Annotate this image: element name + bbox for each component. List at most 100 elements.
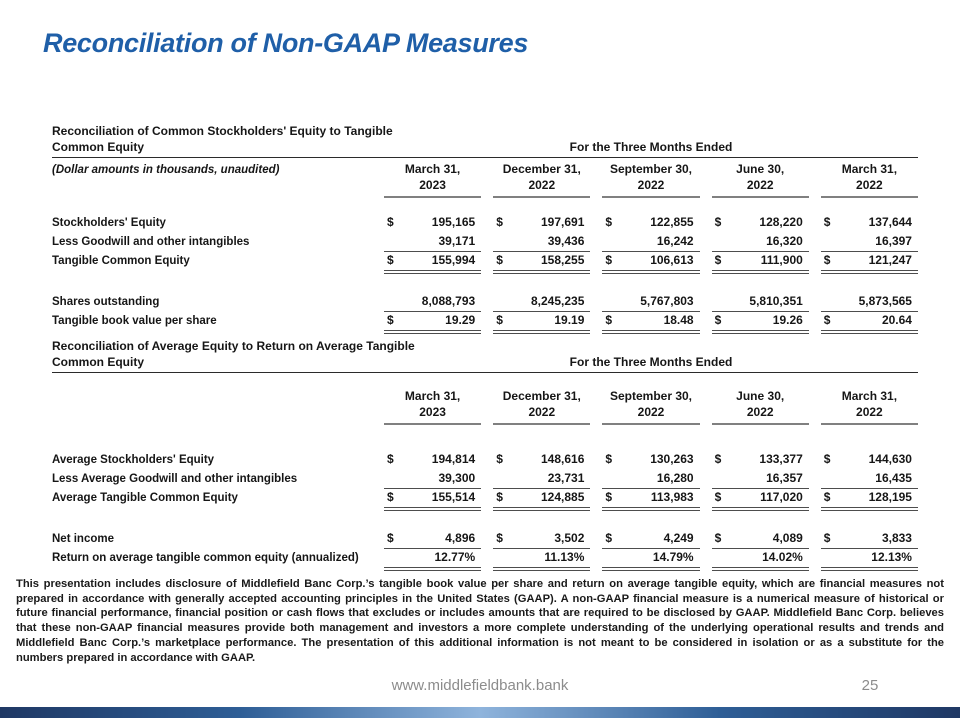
date-month: December 31, bbox=[502, 389, 581, 403]
dollar-sign: $ bbox=[605, 215, 613, 229]
table-row: Stockholders' Equity $195,165 $197,691 $122… bbox=[52, 214, 918, 233]
date-year: 2022 bbox=[528, 178, 556, 192]
date-month: September 30, bbox=[609, 162, 693, 176]
date-month: June 30, bbox=[736, 389, 785, 403]
value-cell: $113,983 bbox=[602, 489, 700, 511]
footer-website-url: www.middlefieldbank.bank bbox=[391, 677, 569, 694]
table-row: Net income $4,896 $3,502 $4,249 $4,089 $3,833 bbox=[52, 530, 918, 549]
table-title-line1: Reconciliation of Common Stockholders' E… bbox=[52, 124, 393, 138]
period-header: For the Three Months Ended bbox=[569, 355, 733, 369]
dollar-sign: $ bbox=[823, 452, 831, 466]
table-row: Less Goodwill and other intangibles 39,17… bbox=[52, 233, 918, 252]
value-cell: 12.77% bbox=[384, 549, 482, 571]
value: 14.79% bbox=[652, 550, 694, 564]
value: 39,300 bbox=[438, 471, 476, 485]
row-label: Tangible Common Equity bbox=[52, 255, 190, 267]
value: 155,514 bbox=[431, 490, 476, 504]
date-month: June 30, bbox=[736, 162, 785, 176]
table-row: Tangible book value per share $19.29 $19.1… bbox=[52, 312, 918, 334]
value: 11.13% bbox=[544, 550, 585, 564]
value: 4,249 bbox=[663, 531, 694, 545]
page-title: Reconciliation of Non-GAAP Measures bbox=[43, 28, 529, 58]
value-cell: $128,220 bbox=[712, 214, 809, 232]
value: 122,855 bbox=[650, 215, 694, 229]
value-cell: $111,900 bbox=[711, 252, 809, 274]
value: 106,613 bbox=[650, 253, 694, 267]
dollar-sign: $ bbox=[605, 452, 613, 466]
dollar-sign: $ bbox=[714, 490, 722, 504]
value: 14.02% bbox=[762, 550, 803, 564]
value: 130,263 bbox=[650, 452, 694, 466]
tangible-common-equity-table: Reconciliation of Common Stockholders' E… bbox=[52, 123, 918, 334]
value-cell: $155,514 bbox=[384, 489, 482, 511]
value-cell: $148,616 bbox=[493, 451, 590, 469]
value: 5,810,351 bbox=[749, 294, 803, 308]
date-year: 2023 bbox=[419, 178, 446, 192]
value: 16,397 bbox=[875, 234, 912, 248]
value: 111,900 bbox=[760, 253, 803, 267]
value-cell: $121,247 bbox=[820, 252, 918, 274]
value-cell: 11.13% bbox=[493, 549, 591, 571]
value-cell: 16,280 bbox=[602, 470, 700, 489]
table-note bbox=[52, 388, 372, 389]
date-month: March 31, bbox=[404, 162, 461, 176]
value-cell: $155,994 bbox=[384, 252, 482, 274]
value-cell: 16,435 bbox=[820, 470, 918, 489]
date-column-header: September 30, 2022 bbox=[602, 161, 700, 198]
dollar-sign: $ bbox=[823, 490, 831, 504]
value-cell: $133,377 bbox=[712, 451, 809, 469]
table-note: (Dollar amounts in thousands, unaudited) bbox=[52, 164, 280, 176]
table-title-line2: Common Equity bbox=[52, 140, 144, 154]
dollar-sign: $ bbox=[496, 215, 503, 229]
dollar-sign: $ bbox=[605, 313, 613, 327]
date-year: 2023 bbox=[419, 405, 446, 419]
row-label: Net income bbox=[52, 533, 114, 545]
date-month: March 31, bbox=[404, 389, 461, 403]
value: 4,896 bbox=[445, 531, 476, 545]
value: 16,280 bbox=[656, 471, 694, 485]
date-month: March 31, bbox=[841, 162, 898, 176]
value: 195,165 bbox=[431, 215, 476, 229]
dollar-sign: $ bbox=[714, 452, 722, 466]
dollar-sign: $ bbox=[714, 215, 722, 229]
value-cell: 14.02% bbox=[711, 549, 809, 571]
row-label: Shares outstanding bbox=[52, 296, 160, 308]
value: 197,691 bbox=[541, 215, 585, 229]
dollar-sign: $ bbox=[823, 215, 831, 229]
value-cell: $3,833 bbox=[820, 530, 918, 549]
value-cell: 16,242 bbox=[602, 233, 700, 252]
table-row: Shares outstanding 8,088,793 8,245,235 5,76… bbox=[52, 293, 918, 312]
value-cell: $20.64 bbox=[820, 312, 918, 334]
dollar-sign: $ bbox=[496, 452, 503, 466]
value: 18.48 bbox=[663, 313, 694, 327]
value-cell: $117,020 bbox=[711, 489, 809, 511]
value: 124,885 bbox=[541, 490, 585, 504]
row-label: Tangible book value per share bbox=[52, 315, 217, 327]
value: 137,644 bbox=[868, 215, 912, 229]
value-cell: 14.79% bbox=[602, 549, 700, 571]
value: 16,320 bbox=[766, 234, 803, 248]
value-cell: 39,171 bbox=[384, 233, 482, 252]
value: 113,983 bbox=[650, 490, 694, 504]
date-year: 2022 bbox=[746, 405, 774, 419]
value: 3,502 bbox=[554, 531, 585, 545]
date-column-header: March 31, 2023 bbox=[384, 161, 482, 198]
date-month: September 30, bbox=[609, 389, 693, 403]
table-title-line2: Common Equity bbox=[52, 355, 144, 369]
value: 19.19 bbox=[554, 313, 585, 327]
date-month: December 31, bbox=[502, 162, 581, 176]
dollar-sign: $ bbox=[496, 313, 503, 327]
value-cell: 39,300 bbox=[384, 470, 482, 489]
dollar-sign: $ bbox=[387, 215, 394, 229]
dollar-sign: $ bbox=[823, 253, 831, 267]
table-title-line1: Reconciliation of Average Equity to Retu… bbox=[52, 339, 415, 353]
value-cell: $4,089 bbox=[711, 530, 809, 549]
date-column-header: September 30, 2022 bbox=[602, 388, 700, 425]
return-on-tangible-equity-table: Reconciliation of Average Equity to Retu… bbox=[52, 338, 918, 571]
row-label: Average Tangible Common Equity bbox=[52, 492, 238, 504]
value-cell: $19.29 bbox=[384, 312, 482, 334]
spacer-row bbox=[52, 274, 918, 293]
row-label: Less Average Goodwill and other intangib… bbox=[52, 473, 298, 485]
row-label: Average Stockholders' Equity bbox=[52, 454, 215, 466]
value: 158,255 bbox=[541, 253, 585, 267]
